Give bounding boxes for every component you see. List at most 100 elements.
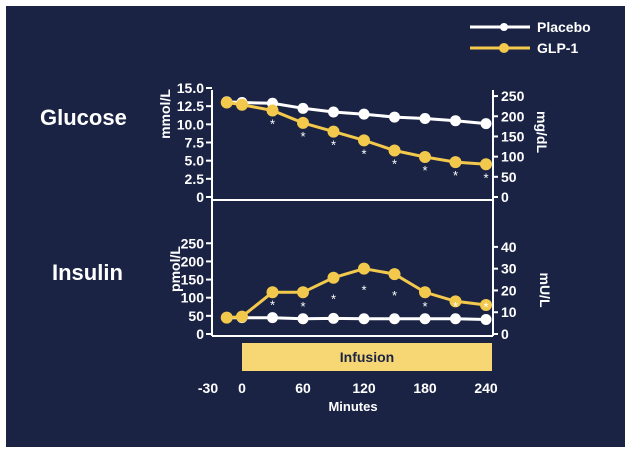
insulin-left-tick-label: 100 <box>181 290 205 306</box>
glucose-glp1-point <box>449 156 462 169</box>
insulin-glp1-point <box>297 286 309 299</box>
glucose-right-tick-label: 200 <box>501 108 525 124</box>
insulin-glp1-point <box>266 286 279 299</box>
insulin-glp1-point <box>480 298 492 311</box>
x-tick-label: -30 <box>198 380 218 396</box>
glucose-glp1-point <box>266 104 279 117</box>
insulin-placebo-point <box>267 312 278 324</box>
insulin-right-tick-label: 10 <box>501 304 517 320</box>
insulin-placebo-point <box>450 313 461 325</box>
glucose-placebo-point <box>419 113 431 125</box>
glucose-left-axis-title: mmol/L <box>157 89 173 139</box>
glucose-placebo-point <box>358 108 370 120</box>
insulin-right-tick-label: 30 <box>501 261 517 277</box>
glucose-placebo-line <box>226 100 487 126</box>
glucose-left-tick-label: 7.5 <box>185 135 205 151</box>
insulin-glp1-point <box>358 262 370 275</box>
legend-glp1-marker <box>499 43 509 53</box>
insulin-right-tick-label: 20 <box>501 282 517 298</box>
glucose-significance-marker: * <box>331 138 336 153</box>
x-tick-label: 180 <box>413 380 437 396</box>
chart-background <box>6 6 625 447</box>
insulin-right-tick-label: 0 <box>501 326 509 342</box>
glucose-glp1-point <box>480 158 492 171</box>
glucose-left-tick-label: 12.5 <box>177 98 204 114</box>
x-tick-label: 0 <box>238 380 246 396</box>
legend-glp1-label: GLP-1 <box>537 40 578 56</box>
insulin-significance-marker: * <box>483 299 488 314</box>
glucose-placebo-point <box>450 115 461 127</box>
glucose-glp1-point <box>358 134 370 147</box>
insulin-significance-marker: * <box>361 283 366 298</box>
x-tick-label: 120 <box>352 380 376 396</box>
glucose-placebo-point <box>297 102 309 114</box>
insulin-left-tick-label: 0 <box>196 326 204 342</box>
insulin-significance-marker: * <box>270 298 275 313</box>
glucose-placebo-point <box>480 118 492 130</box>
glucose-placebo-point <box>389 111 400 123</box>
insulin-placebo-point <box>297 313 309 325</box>
insulin-significance-marker: * <box>422 299 427 314</box>
glucose-glp1-point <box>220 96 233 109</box>
glucose-glp1-point <box>297 116 309 129</box>
glucose-placebo-point <box>328 106 339 118</box>
insulin-right-tick-label: 40 <box>501 239 517 255</box>
glucose-left-tick-label: 10.0 <box>177 116 204 132</box>
glucose-left-tick-label: 5.0 <box>185 153 205 169</box>
glucose-right-tick-label: 250 <box>501 88 525 104</box>
legend-placebo-label: Placebo <box>537 19 591 35</box>
glucose-right-axis-title: mg/dL <box>534 111 550 153</box>
insulin-glp1-point <box>327 271 340 284</box>
x-tick-label: 240 <box>474 380 498 396</box>
insulin-glp1-point <box>419 286 431 299</box>
insulin-placebo-point <box>328 312 339 324</box>
glucose-glp1-point <box>327 125 340 138</box>
insulin-placebo-point <box>419 313 431 325</box>
insulin-glp1-point <box>236 310 248 323</box>
glucose-left-tick-label: 15.0 <box>177 80 204 96</box>
insulin-significance-marker: * <box>331 292 336 307</box>
insulin-significance-marker: * <box>392 288 397 303</box>
insulin-left-tick-label: 250 <box>181 235 205 251</box>
glucose-glp1-point <box>236 98 248 111</box>
insulin-right-axis-title: mU/L <box>537 273 553 308</box>
infusion-bar <box>242 343 492 371</box>
glucose-significance-marker: * <box>453 168 458 183</box>
glucose-right-tick-label: 150 <box>501 128 525 144</box>
insulin-panel-label: Insulin <box>52 260 123 285</box>
insulin-glp1-line <box>226 267 487 320</box>
insulin-left-axis-title: pmol/L <box>167 246 183 292</box>
legend-placebo-marker <box>500 23 508 31</box>
x-tick-label: 60 <box>295 380 311 396</box>
glucose-glp1-line <box>226 101 487 166</box>
glucose-left-tick-label: 2.5 <box>185 171 205 187</box>
plot-area: 15.012.510.07.55.02.50250200150100500***… <box>177 80 525 396</box>
insulin-glp1-point <box>220 311 233 324</box>
glucose-left-tick-label: 0 <box>196 189 204 205</box>
glucose-right-tick-label: 100 <box>501 149 525 165</box>
insulin-left-tick-label: 150 <box>181 272 205 288</box>
glucose-glp1-point <box>419 151 431 164</box>
glucose-significance-marker: * <box>300 129 305 144</box>
glucose-significance-marker: * <box>483 170 488 185</box>
glucose-panel-label: Glucose <box>40 105 127 130</box>
infusion-label: Infusion <box>340 349 394 365</box>
glucose-significance-marker: * <box>361 146 366 161</box>
insulin-significance-marker: * <box>453 299 458 314</box>
glucose-right-tick-label: 50 <box>501 169 517 185</box>
glucose-glp1-point <box>388 144 401 157</box>
insulin-placebo-point <box>389 313 400 325</box>
insulin-significance-marker: * <box>300 299 305 314</box>
glucose-significance-marker: * <box>422 163 427 178</box>
glucose-right-tick-label: 0 <box>501 189 509 205</box>
insulin-placebo-line <box>226 316 487 321</box>
glucose-significance-marker: * <box>270 117 275 132</box>
insulin-glp1-point <box>388 268 401 281</box>
x-axis-title: Minutes <box>328 399 377 414</box>
legend: Placebo GLP-1 <box>470 19 591 56</box>
glucose-significance-marker: * <box>392 156 397 171</box>
insulin-left-tick-label: 200 <box>181 253 205 269</box>
insulin-glp1-point <box>449 295 462 308</box>
